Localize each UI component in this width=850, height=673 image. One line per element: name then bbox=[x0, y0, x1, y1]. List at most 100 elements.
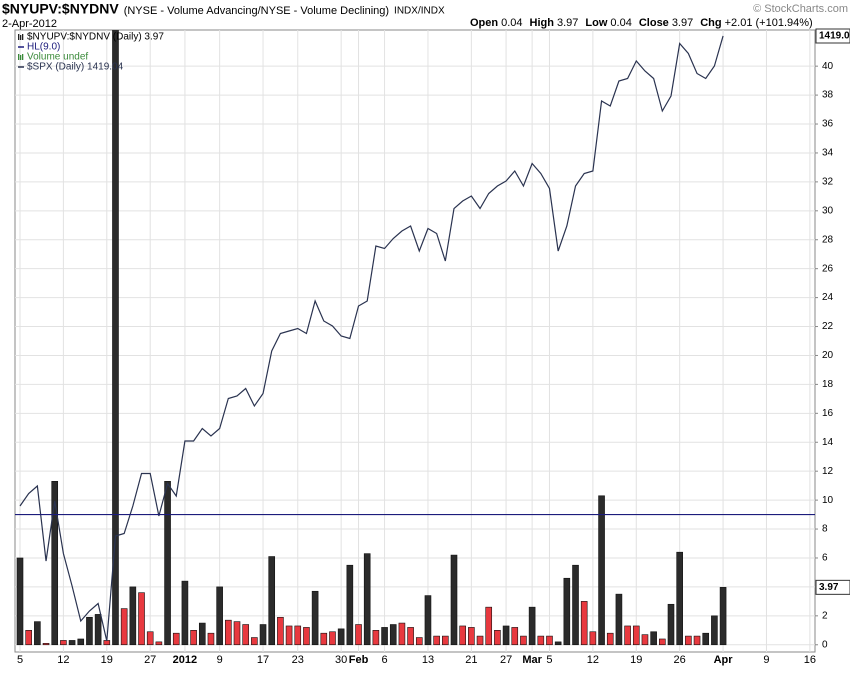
bar bbox=[285, 625, 293, 646]
y-tick-label: 8 bbox=[822, 524, 828, 535]
stat-value: 0.04 bbox=[501, 17, 522, 29]
legend-swatch bbox=[18, 34, 20, 40]
bar bbox=[693, 635, 701, 646]
bar bbox=[25, 630, 32, 646]
x-tick-label: 9 bbox=[763, 654, 769, 666]
y-tick-label: 10 bbox=[822, 495, 834, 506]
bar bbox=[442, 635, 449, 646]
last-value-label: 1419.0 bbox=[819, 31, 850, 42]
bar bbox=[34, 621, 41, 646]
bar bbox=[172, 632, 180, 646]
y-tick-label: 32 bbox=[822, 177, 834, 188]
bar bbox=[485, 606, 493, 646]
y-tick-label: 36 bbox=[822, 119, 834, 130]
bar bbox=[77, 638, 85, 646]
stat-value: +2.01 (+101.94%) bbox=[725, 17, 813, 29]
bar bbox=[433, 635, 440, 646]
bar bbox=[42, 643, 50, 646]
x-tick-label: 19 bbox=[630, 654, 642, 666]
x-tick-label: 13 bbox=[422, 654, 434, 666]
bar bbox=[572, 564, 579, 646]
y-tick-label: 22 bbox=[822, 321, 834, 332]
x-tick-label: 5 bbox=[17, 654, 23, 666]
y-tick-label: 2 bbox=[822, 610, 828, 621]
legend-label: HL(9.0) bbox=[27, 42, 60, 53]
y-tick-label: 24 bbox=[822, 292, 834, 303]
y-tick-label: 6 bbox=[822, 553, 828, 564]
x-tick-label: 2012 bbox=[173, 654, 197, 666]
bar bbox=[225, 619, 232, 646]
y-tick-label: 28 bbox=[822, 234, 834, 245]
bar bbox=[528, 606, 536, 646]
bar bbox=[294, 625, 302, 646]
bar bbox=[580, 601, 588, 646]
bar bbox=[589, 631, 597, 646]
bar bbox=[363, 553, 371, 646]
y-tick-label: 16 bbox=[822, 408, 834, 419]
bar bbox=[476, 635, 484, 646]
description: (NYSE - Volume Advancing/NYSE - Volume D… bbox=[124, 5, 389, 17]
bar bbox=[554, 641, 562, 646]
x-tick-label: Apr bbox=[714, 654, 734, 666]
y-tick-label: 38 bbox=[822, 90, 834, 101]
bar bbox=[389, 624, 397, 646]
bar bbox=[311, 590, 319, 646]
bar bbox=[303, 627, 310, 646]
bar bbox=[233, 621, 241, 646]
bar bbox=[60, 640, 67, 646]
bar bbox=[251, 637, 258, 646]
plot-frame bbox=[14, 29, 816, 653]
x-tick-label: 12 bbox=[587, 654, 599, 666]
legend-swatch bbox=[22, 54, 24, 60]
x-tick-label: Feb bbox=[349, 654, 369, 666]
date: 2-Apr-2012 bbox=[2, 18, 57, 30]
bar bbox=[16, 557, 24, 646]
last-value-box bbox=[815, 579, 850, 595]
bar bbox=[459, 625, 466, 646]
legend-label: $SPX (Daily) 1419.04 bbox=[27, 62, 124, 73]
x-tick-label: 30 bbox=[335, 654, 347, 666]
bar bbox=[94, 614, 102, 646]
y-tick-label: 30 bbox=[822, 205, 834, 216]
bar bbox=[155, 641, 163, 646]
bar bbox=[511, 627, 519, 646]
last-value-label: 3.97 bbox=[819, 582, 839, 593]
bar bbox=[259, 624, 267, 646]
y-tick-label: 14 bbox=[822, 437, 834, 448]
legend-label: $NYUPV:$NYDNV (Daily) 3.97 bbox=[27, 32, 164, 43]
x-tick-label: 16 bbox=[804, 654, 816, 666]
bar bbox=[502, 625, 510, 646]
bar bbox=[624, 625, 631, 646]
bar bbox=[606, 632, 614, 646]
bar bbox=[398, 622, 406, 646]
grid bbox=[15, 30, 815, 652]
x-tick-label: 21 bbox=[465, 654, 477, 666]
stat-label: Open bbox=[470, 17, 498, 29]
y-tick-label: 20 bbox=[822, 350, 834, 361]
stat-value: 3.97 bbox=[557, 17, 578, 29]
bar bbox=[120, 608, 128, 646]
bar bbox=[598, 495, 605, 646]
legend-swatch bbox=[20, 35, 22, 40]
bar bbox=[146, 631, 154, 646]
x-tick-label: 17 bbox=[257, 654, 269, 666]
y-tick-label: 12 bbox=[822, 466, 834, 477]
y-tick-label: 34 bbox=[822, 148, 834, 159]
bar bbox=[346, 564, 354, 646]
bar bbox=[407, 627, 414, 646]
bar bbox=[138, 592, 145, 646]
legend-swatch bbox=[20, 55, 22, 60]
bar bbox=[181, 580, 189, 646]
bar bbox=[650, 631, 657, 646]
x-tick-label: 23 bbox=[292, 654, 304, 666]
x-tick-label: Mar bbox=[522, 654, 542, 666]
bar bbox=[372, 630, 380, 646]
x-tick-label: 19 bbox=[101, 654, 113, 666]
y-tick-label: 26 bbox=[822, 263, 834, 274]
x-tick-label: 6 bbox=[381, 654, 387, 666]
bar bbox=[207, 632, 215, 646]
x-tick-label: 26 bbox=[674, 654, 686, 666]
bar bbox=[667, 603, 675, 646]
x-tick-label: 5 bbox=[546, 654, 552, 666]
